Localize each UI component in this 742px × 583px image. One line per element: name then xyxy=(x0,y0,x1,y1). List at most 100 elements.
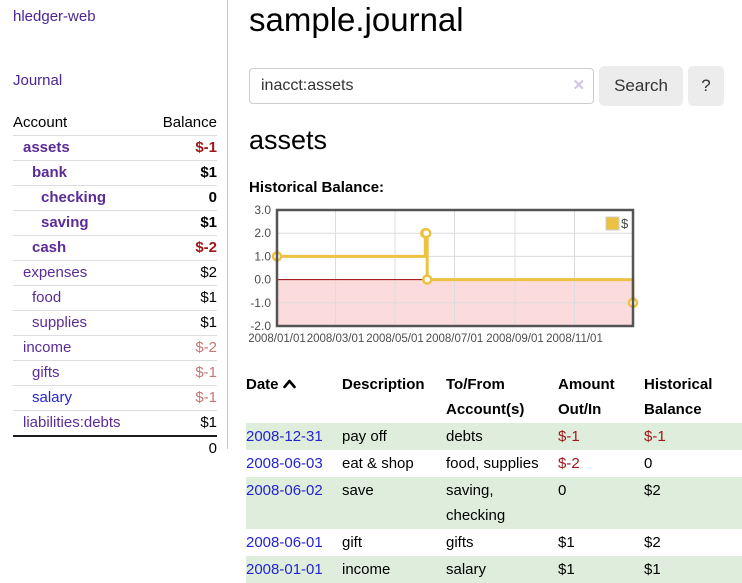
account-link-supplies[interactable]: supplies xyxy=(32,314,88,331)
main-content: sample.journal ✕ Search ? assets Histori… xyxy=(228,0,742,583)
sidebar-item-journal[interactable]: Journal xyxy=(13,72,63,89)
svg-text:2008/01/01: 2008/01/01 xyxy=(249,333,306,345)
sidebar: hledger-web Journal Account Balance asse… xyxy=(0,0,228,457)
transaction-date-link[interactable]: 2008-06-03 xyxy=(246,455,323,472)
account-link-saving[interactable]: saving xyxy=(41,214,89,231)
svg-text:$: $ xyxy=(621,216,629,231)
transaction-accounts: debts xyxy=(446,428,483,445)
account-link-food[interactable]: food xyxy=(32,289,62,306)
transaction-balance: 0 xyxy=(644,455,653,472)
accounts-column-account: Account xyxy=(13,114,68,131)
account-row: bank $1 xyxy=(13,160,217,186)
account-link-income[interactable]: income xyxy=(23,339,72,356)
page-title: sample.journal xyxy=(249,1,464,38)
transaction-date-link[interactable]: 2008-12-31 xyxy=(246,428,323,445)
svg-text:2008/09/01: 2008/09/01 xyxy=(486,333,544,345)
search-bar: ✕ Search ? xyxy=(249,66,724,106)
transaction-description: income xyxy=(342,561,391,578)
accounts-total-row: 0 xyxy=(13,436,217,461)
register-row: 2008-01-01 income salary $1 $1 xyxy=(246,556,742,583)
svg-text:2008/07/01: 2008/07/01 xyxy=(426,333,484,345)
account-link-liabilities-debts[interactable]: liabilities:debts xyxy=(23,414,121,431)
account-balance: $-1 xyxy=(195,364,217,381)
column-header-balance: Historical Balance xyxy=(644,376,713,418)
transaction-description: pay off xyxy=(342,428,387,445)
account-balance: $-2 xyxy=(195,239,217,256)
account-balance: $2 xyxy=(200,264,217,281)
register-table: Date Description To/From Account(s) Amou… xyxy=(246,371,742,583)
account-row: checking 0 xyxy=(13,185,217,211)
register-row: 2008-12-31 pay off debts $-1 $-1 xyxy=(246,423,742,450)
svg-text:2.0: 2.0 xyxy=(254,226,271,240)
account-balance: 0 xyxy=(208,189,217,206)
search-input[interactable] xyxy=(249,68,595,104)
column-header-date[interactable]: Date xyxy=(246,371,342,423)
svg-text:-1.0: -1.0 xyxy=(250,296,271,310)
account-row: supplies $1 xyxy=(13,310,217,336)
chart-title: Historical Balance: xyxy=(249,179,385,196)
svg-text:2008/11/01: 2008/11/01 xyxy=(546,333,603,345)
register-row: 2008-06-01 gift gifts $1 $2 xyxy=(246,529,742,556)
search-button[interactable]: Search xyxy=(599,66,683,106)
svg-text:0.0: 0.0 xyxy=(254,273,271,287)
account-heading: assets xyxy=(249,125,328,155)
transaction-date-link[interactable]: 2008-06-01 xyxy=(246,534,323,551)
column-header-amount: Amount Out/In xyxy=(558,376,615,418)
svg-text:3.0: 3.0 xyxy=(254,205,271,217)
transaction-amount: $1 xyxy=(558,561,575,578)
account-link-expenses[interactable]: expenses xyxy=(23,264,88,281)
search-help-button[interactable]: ? xyxy=(687,66,724,106)
transaction-date-link[interactable]: 2008-06-02 xyxy=(246,482,323,499)
account-row: assets $-1 xyxy=(13,135,217,161)
register-row: 2008-06-03 eat & shop food, supplies $-2… xyxy=(246,450,742,477)
transaction-accounts: gifts xyxy=(446,534,474,551)
accounts-total-balance: 0 xyxy=(208,440,217,457)
account-link-checking[interactable]: checking xyxy=(41,189,107,206)
account-balance: $1 xyxy=(200,414,217,431)
svg-text:-2.0: -2.0 xyxy=(250,319,271,333)
account-link-bank[interactable]: bank xyxy=(32,164,68,181)
account-row: cash $-2 xyxy=(13,235,217,261)
transaction-balance: $2 xyxy=(644,534,661,551)
transaction-balance: $1 xyxy=(644,561,661,578)
account-balance: $1 xyxy=(200,289,217,306)
svg-text:1.0: 1.0 xyxy=(254,249,271,263)
account-link-salary[interactable]: salary xyxy=(32,389,73,406)
account-balance: $-2 xyxy=(195,339,217,356)
accounts-table: Account Balance assets $-1 bank $1 check… xyxy=(13,111,217,461)
account-balance: $-1 xyxy=(195,139,217,156)
sort-ascending-icon xyxy=(282,372,296,397)
account-row: salary $-1 xyxy=(13,385,217,411)
register-row: 2008-06-02 save saving, checking 0 $2 xyxy=(246,477,742,529)
historical-balance-chart: $3.0 2.0 1.0 0.0 -1.0 -2.0 2008/01/01 2008/03/0… xyxy=(248,203,724,349)
transaction-balance: $-1 xyxy=(644,428,666,445)
account-link-gifts[interactable]: gifts xyxy=(32,364,60,381)
transaction-amount: 0 xyxy=(558,482,567,499)
transaction-accounts: saving, checking xyxy=(446,482,506,524)
transaction-description: save xyxy=(342,482,374,499)
transaction-date-link[interactable]: 2008-01-01 xyxy=(246,561,323,578)
account-row: liabilities:debts $1 xyxy=(13,410,217,437)
transaction-accounts: salary xyxy=(446,561,487,578)
account-row: saving $1 xyxy=(13,210,217,236)
account-balance: $1 xyxy=(200,164,217,181)
account-row: income $-2 xyxy=(13,335,217,361)
app-brand-link[interactable]: hledger-web xyxy=(13,8,96,25)
account-balance: $1 xyxy=(200,214,217,231)
accounts-column-balance: Balance xyxy=(162,114,217,131)
account-row: expenses $2 xyxy=(13,260,217,286)
transaction-accounts: food, supplies xyxy=(446,455,539,472)
column-header-accounts: To/From Account(s) xyxy=(446,376,525,418)
account-row: gifts $-1 xyxy=(13,360,217,386)
account-balance: $1 xyxy=(200,314,217,331)
account-link-cash[interactable]: cash xyxy=(32,239,67,256)
register-header-row: Date Description To/From Account(s) Amou… xyxy=(246,371,742,423)
account-link-assets[interactable]: assets xyxy=(23,139,70,156)
account-balance: $-1 xyxy=(195,389,217,406)
transaction-amount: $-2 xyxy=(558,455,580,472)
transaction-description: eat & shop xyxy=(342,455,414,472)
clear-search-icon[interactable]: ✕ xyxy=(572,77,586,94)
svg-text:2008/03/01: 2008/03/01 xyxy=(307,333,365,345)
search-box: ✕ xyxy=(249,68,595,104)
